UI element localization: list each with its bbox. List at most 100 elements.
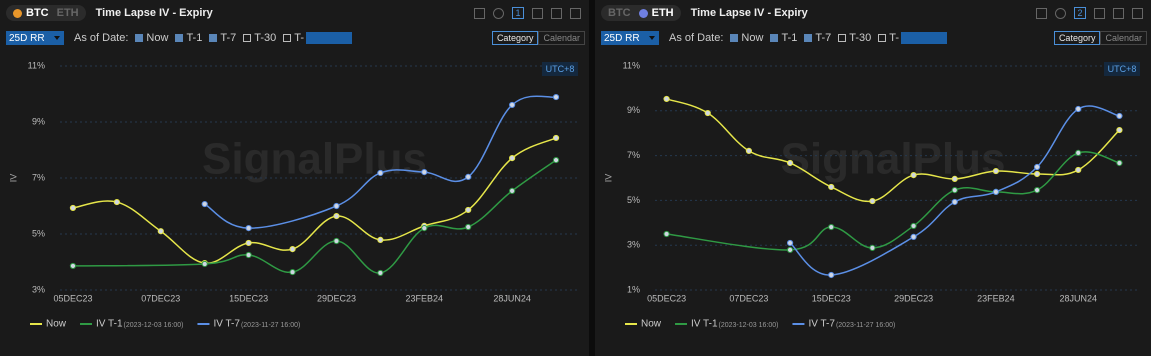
option[interactable]: T- [283,32,304,44]
x-tick-label: 23FEB24 [977,293,1015,303]
option[interactable]: T-1 [175,32,202,44]
checkbox[interactable] [804,34,813,42]
point [1116,126,1123,134]
y-tick-label: 11% [623,60,640,70]
point [1075,149,1082,157]
tab-label: BTC [608,7,631,19]
header: BTC ETH Time Lapse IV - Expiry 2 [595,3,1151,23]
tab[interactable]: ETH [53,7,83,19]
point [333,202,340,210]
checkbox[interactable] [243,34,252,42]
point [869,197,876,205]
icon-button[interactable] [1094,7,1105,19]
option[interactable]: T-7 [804,32,831,44]
checkbox[interactable] [283,34,292,42]
option[interactable]: Now [730,32,763,44]
point [951,198,958,206]
tab-label: BTC [26,7,49,19]
date-input[interactable] [901,32,948,44]
chart: SignalPlus IV 1% 3% 5% 7% 9% 11% 05DEC23 07DEC23 1… [603,60,1140,330]
checkbox[interactable] [175,34,184,42]
checkbox[interactable] [135,34,144,42]
option-label: Now [741,32,764,44]
view-toggle: Category Calendar [1053,31,1151,45]
x-tick-label: 05DEC23 [647,293,686,303]
badge[interactable]: 2 [1074,7,1086,19]
checkbox[interactable] [209,34,218,42]
icon-button[interactable] [532,7,543,19]
point [828,223,835,231]
icon-button[interactable] [1132,7,1143,19]
checkbox[interactable] [730,34,739,42]
point [201,260,208,268]
y-tick-label: 9% [32,116,45,126]
y-tick-label: 9% [627,105,640,115]
point [245,239,252,247]
icon-button[interactable] [474,7,485,19]
y-tick-label: 7% [627,150,640,160]
point [1075,105,1082,113]
icon-button[interactable] [570,7,581,19]
view-button[interactable]: Category [1053,31,1101,45]
option[interactable]: T-7 [209,32,236,44]
point [552,134,560,142]
title: Time Lapse IV - Expiry [690,7,808,19]
icon-button[interactable] [1036,7,1047,19]
view-button[interactable]: Calendar [538,31,585,45]
point [333,212,340,220]
point [992,188,1000,195]
dropdown[interactable]: 25D RR [6,31,64,45]
view-button[interactable]: Calendar [1100,31,1147,45]
legend-label: IV T-7 [808,319,835,330]
point [157,228,164,235]
y-tick-label: 1% [627,284,640,294]
point [201,200,208,208]
gap-connector [72,263,205,267]
date-input[interactable] [306,32,353,44]
tab[interactable]: BTC [604,7,635,19]
icon-button[interactable] [1113,7,1124,19]
point [828,271,835,279]
point [1116,159,1123,167]
dropdown-label: 25D RR [604,32,640,44]
tab[interactable]: BTC [9,7,53,19]
icon-button[interactable] [493,7,504,19]
y-tick-label: 3% [627,240,640,250]
dropdown[interactable]: 25D RR [601,31,659,45]
icon-button[interactable] [551,7,562,19]
badge[interactable]: 1 [512,7,524,19]
point [333,237,340,245]
dropdown-label: 25D RR [9,32,45,44]
view-toggle: Category Calendar [491,31,589,45]
option-label: T-1 [186,32,203,44]
point [1033,186,1041,194]
point [421,169,428,176]
option[interactable]: T-30 [838,32,871,44]
point [869,244,876,251]
point [113,198,120,206]
point [509,101,516,109]
as-of-label: As of Date: [669,32,724,44]
x-tick-label: 07DEC23 [729,293,768,303]
icon-button[interactable] [1055,7,1066,19]
option[interactable]: Now [135,32,168,44]
timezone-box [542,62,578,76]
title: Time Lapse IV - Expiry [95,7,213,19]
tab[interactable]: ETH [635,7,678,19]
point [69,262,77,270]
point [910,171,917,179]
view-button[interactable]: Category [491,31,539,45]
option[interactable]: T-1 [770,32,797,44]
checkbox[interactable] [770,34,779,42]
option[interactable]: T-30 [243,32,276,44]
checkbox[interactable] [878,34,887,42]
timezone-box [1104,62,1140,76]
x-tick-label: 05DEC23 [53,293,92,303]
x-tick-label: 15DEC23 [812,293,851,303]
checkbox[interactable] [838,34,847,42]
y-tick-label: 3% [32,284,45,294]
option[interactable]: T- [878,32,899,44]
panel: SignalPlus IV 3% 5% 7% 9% 11% 05DEC23 07DEC23 15D… [0,0,589,356]
point [663,95,670,103]
legend-label: IV T-7 [213,319,240,330]
